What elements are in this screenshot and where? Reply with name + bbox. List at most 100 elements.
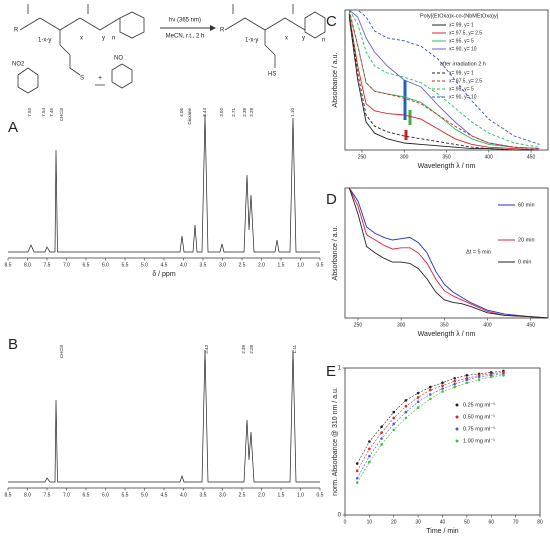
- data-point: [404, 399, 408, 402]
- x-tick-label: 7.5: [44, 262, 51, 268]
- subscript: 1-x-y: [38, 38, 51, 44]
- legend-label: 0 min: [518, 259, 531, 265]
- x-tick-label: 7.5: [44, 492, 51, 498]
- panel-label: E: [326, 363, 336, 380]
- x-tick-label: 70: [513, 519, 519, 525]
- atom: NO: [114, 56, 123, 62]
- atom: R: [220, 28, 225, 34]
- legend-subtitle: after irradiation 2 h: [440, 61, 486, 67]
- spectrum-line: [348, 9, 540, 148]
- x-tick-label: 5.0: [141, 492, 148, 498]
- atom: HS: [268, 72, 276, 78]
- spectrum-a: [8, 114, 320, 253]
- spectrum-line: [349, 9, 540, 145]
- x-tick-label: 350: [440, 322, 449, 328]
- data-point: [429, 397, 432, 401]
- legend-marker: [455, 427, 459, 431]
- peak-label: 1.10: [290, 108, 295, 117]
- data-point: [392, 410, 396, 414]
- x-tick-label: 50: [464, 519, 470, 525]
- x-tick-label: 2.5: [239, 492, 246, 498]
- x-tick-label: 1.0: [297, 262, 304, 268]
- x-tick-label: 1.0: [297, 492, 304, 498]
- legend-label: x= 95, y= 5: [449, 86, 474, 92]
- arrow-head: [210, 25, 216, 31]
- legend-label: x= 95, y= 5: [449, 38, 474, 44]
- x-tick-label: 7.0: [63, 262, 70, 268]
- peak-label: CHCl3: [59, 108, 64, 122]
- legend-label: 0.50 mg ml⁻¹: [463, 414, 495, 420]
- panel-label: C: [326, 13, 337, 30]
- spectrum-line: [348, 9, 540, 150]
- x-axis-label: Time / min: [426, 528, 459, 535]
- x-tick-label: 4.0: [180, 492, 187, 498]
- x-tick-label: 0: [344, 519, 347, 525]
- data-point: [416, 400, 420, 404]
- data-point: [355, 476, 359, 480]
- x-tick-label: 30: [415, 519, 421, 525]
- data-point: [416, 396, 420, 399]
- x-tick-label: 10: [367, 519, 373, 525]
- data-point: [465, 381, 469, 385]
- peak-label: 2.28: [249, 345, 254, 354]
- x-tick-label: 5.5: [122, 262, 129, 268]
- peak-label: 4.05: [179, 108, 184, 117]
- subscript: y: [102, 36, 105, 42]
- x-tick-label: 1.5: [278, 262, 285, 268]
- panel-label: A: [8, 119, 18, 136]
- legend-label: x= 90, y= 10: [449, 94, 477, 100]
- x-tick-label: 450: [527, 322, 536, 328]
- peak-label: 2.28: [249, 108, 254, 117]
- y-axis-label: Absorbance / a.u.: [332, 53, 339, 108]
- reaction-scheme: hν (365 nm) MeCN, r.t., 2 h R R 1-x-y 1-…: [12, 4, 326, 94]
- data-point: [368, 447, 371, 451]
- x-tick-label: 7.0: [63, 492, 70, 498]
- peak-label: 2.38: [242, 108, 247, 117]
- subscript: x: [80, 36, 83, 42]
- x-tick-label: 8.0: [24, 492, 31, 498]
- data-point: [465, 374, 469, 377]
- data-point: [416, 391, 420, 395]
- legend-label: 0.25 mg ml⁻¹: [463, 402, 495, 408]
- x-tick-label: 80: [537, 519, 543, 525]
- spectrum-line: [348, 187, 549, 319]
- data-point: [429, 388, 432, 392]
- atom: R: [14, 28, 19, 34]
- peak-label: 1.11: [292, 345, 297, 354]
- ring: [304, 11, 326, 39]
- legend-marker: [455, 439, 459, 443]
- data-point: [380, 425, 383, 429]
- x-tick-label: 400: [485, 154, 494, 160]
- x-tick-label: 350: [442, 154, 451, 160]
- data-point: [477, 375, 481, 379]
- x-tick-label: 4.5: [161, 262, 168, 268]
- peak-label: 2.39: [241, 345, 246, 354]
- subscript: n: [112, 36, 115, 42]
- peak-label: 2.71: [231, 108, 236, 117]
- legend-label: 60 min: [518, 202, 535, 208]
- data-point: [355, 481, 359, 484]
- data-point: [429, 393, 432, 396]
- x-tick-label: 2.0: [258, 492, 265, 498]
- x-axis-label: Wavelength λ / nm: [418, 331, 476, 338]
- arrows-c: [403, 80, 412, 140]
- x-tick-label: 0.5: [317, 262, 324, 268]
- x-tick-label: 3.5: [200, 262, 207, 268]
- x-tick-label: 40: [440, 519, 446, 525]
- x-tick-label: 6.5: [83, 492, 90, 498]
- x-tick-label: 5.0: [141, 262, 148, 268]
- legend-label: 20 min: [518, 237, 535, 243]
- data-point: [453, 385, 456, 389]
- data-point: [441, 387, 444, 390]
- data-point: [392, 416, 396, 420]
- ring: [111, 63, 133, 89]
- structure-left: [19, 4, 121, 86]
- spectrum-b: [8, 349, 320, 483]
- x-tick-label: 3.0: [219, 262, 226, 268]
- data-point: [404, 410, 408, 414]
- x-tick-label: 4.5: [161, 492, 168, 498]
- x-tick-label: 8.0: [24, 262, 31, 268]
- plot-frame: [344, 367, 541, 516]
- legend-marker: [455, 403, 459, 407]
